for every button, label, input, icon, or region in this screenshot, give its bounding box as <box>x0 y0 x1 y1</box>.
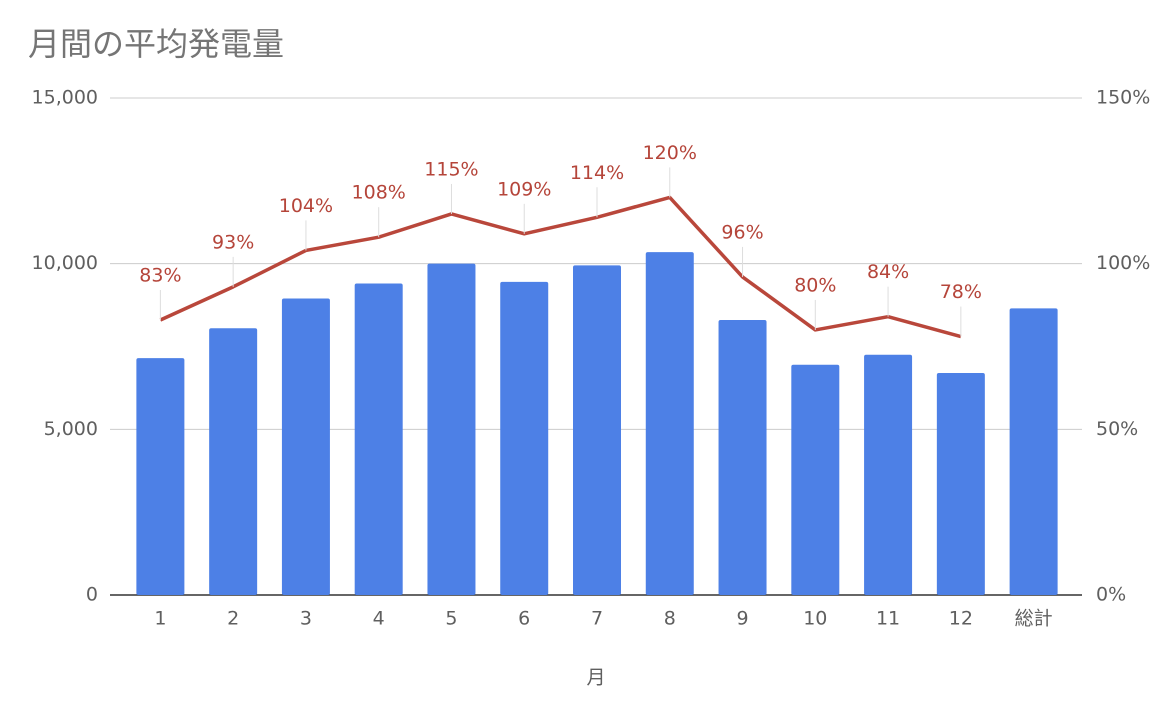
x-tick-label: 9 <box>736 608 748 630</box>
bar <box>864 354 913 595</box>
bar <box>936 373 985 595</box>
data-label: 96% <box>721 221 763 243</box>
data-label: 114% <box>570 162 624 184</box>
y-tick-label: 0 <box>86 584 98 606</box>
x-tick-label: 3 <box>300 608 312 630</box>
bar <box>573 265 621 595</box>
line <box>159 195 962 339</box>
data-label: 83% <box>139 264 181 286</box>
x-tick-label: 5 <box>445 608 457 630</box>
x-tick-label: 1 <box>154 608 166 630</box>
data-label: 84% <box>867 261 909 283</box>
data-label: 93% <box>212 231 254 253</box>
x-tick-label: 7 <box>591 608 603 630</box>
x-tick-label: 12 <box>949 608 973 630</box>
bar <box>136 358 185 595</box>
data-label: 78% <box>940 281 982 303</box>
bar <box>718 319 767 595</box>
bar <box>1009 308 1058 595</box>
y2-tick-label: 150% <box>1096 87 1150 109</box>
x-tick-label: 4 <box>373 608 385 630</box>
y-tick-label: 10,000 <box>32 252 98 274</box>
x-axis-label: 月 <box>586 667 605 689</box>
bar <box>500 281 549 595</box>
y2-tick-label: 100% <box>1096 252 1150 274</box>
data-label: 108% <box>352 182 406 204</box>
bar <box>645 252 694 595</box>
bar <box>281 298 330 595</box>
data-label: 109% <box>497 178 551 200</box>
x-tick-label: 10 <box>803 608 827 630</box>
data-label: 80% <box>794 274 836 296</box>
bar <box>791 364 840 595</box>
chart-title: 月間の平均発電量 <box>28 25 284 63</box>
bar <box>209 328 258 595</box>
bar <box>354 283 403 595</box>
x-tick-label: 8 <box>664 608 676 630</box>
y-tick-label: 15,000 <box>32 87 98 109</box>
y2-tick-label: 50% <box>1096 418 1138 440</box>
data-label: 115% <box>424 158 478 180</box>
data-label: 120% <box>643 142 697 164</box>
x-tick-label: 6 <box>518 608 530 630</box>
x-tick-label: 2 <box>227 608 239 630</box>
x-tick-label: 11 <box>876 608 900 630</box>
data-label: 104% <box>279 195 333 217</box>
bar <box>427 263 476 595</box>
y-tick-label: 5,000 <box>44 418 98 440</box>
y2-tick-label: 0% <box>1096 584 1126 606</box>
x-tick-label: 総計 <box>1015 608 1053 630</box>
